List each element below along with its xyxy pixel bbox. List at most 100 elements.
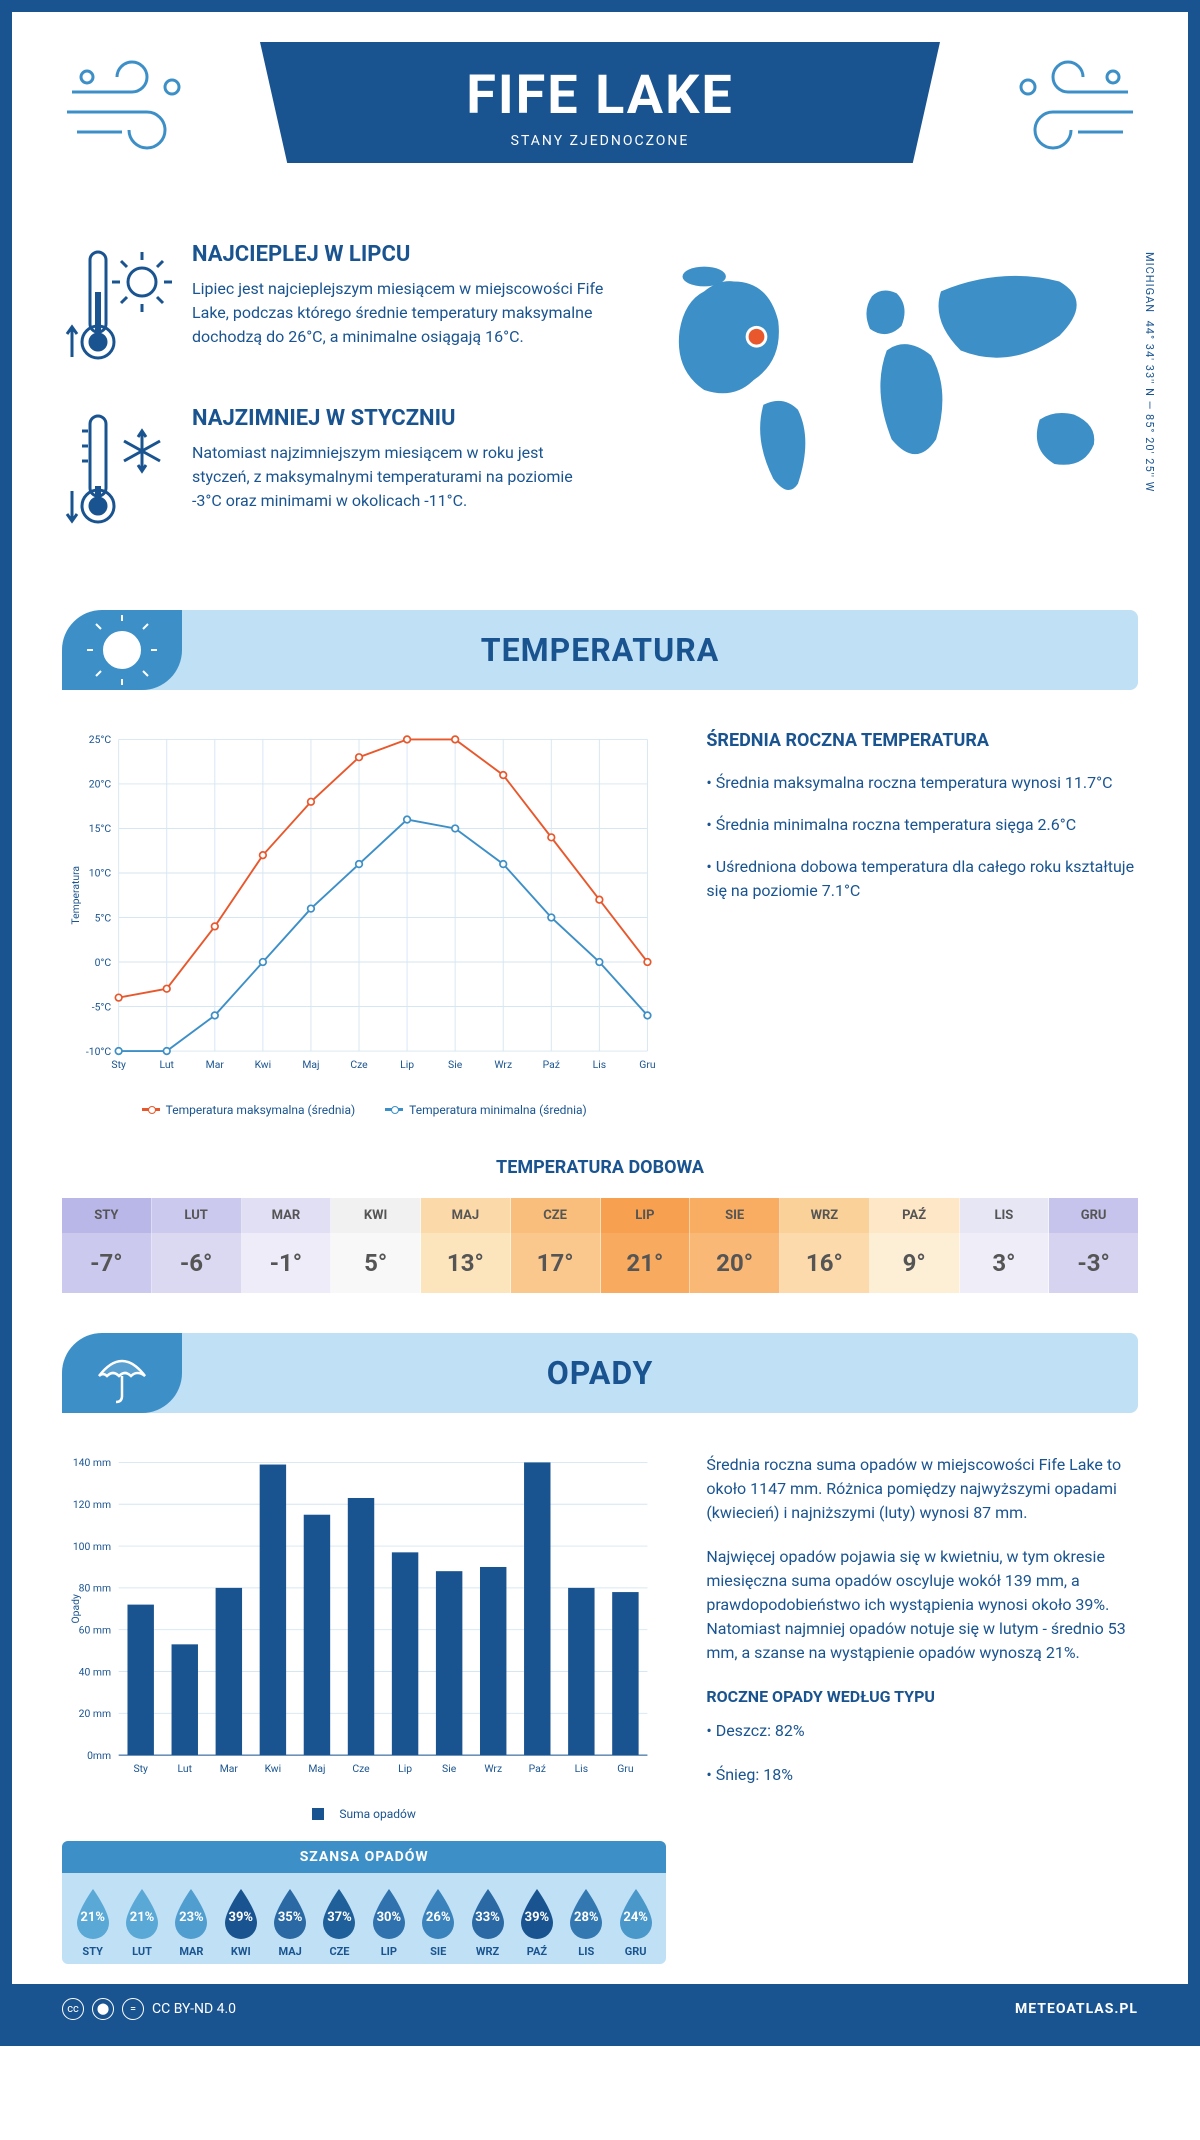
daily-head-cell: WRZ xyxy=(780,1198,870,1233)
license-block: cc ⬤ = CC BY-ND 4.0 xyxy=(62,1998,236,2020)
daily-value-cell: 21° xyxy=(601,1233,691,1293)
svg-text:20°C: 20°C xyxy=(89,778,112,791)
chance-cell: 33% WRZ xyxy=(463,1887,512,1958)
intro-section: NAJCIEPLEJ W LIPCU Lipiec jest najcieple… xyxy=(12,232,1188,610)
daily-value-cell: 3° xyxy=(960,1233,1050,1293)
daily-value-cell: -3° xyxy=(1049,1233,1138,1293)
temperature-chart: -10°C-5°C0°C5°C10°C15°C20°C25°CStyLutMar… xyxy=(62,730,666,1117)
chance-title: SZANSA OPADÓW xyxy=(62,1841,666,1873)
svg-text:Gru: Gru xyxy=(617,1762,634,1775)
svg-text:60 mm: 60 mm xyxy=(79,1623,111,1636)
daily-value-cell: 13° xyxy=(421,1233,511,1293)
chance-cell: 28% LIS xyxy=(562,1887,611,1958)
cc-icon: cc xyxy=(62,1998,84,2020)
daily-head-cell: CZE xyxy=(511,1198,601,1233)
svg-text:Lut: Lut xyxy=(178,1762,193,1775)
svg-text:40 mm: 40 mm xyxy=(79,1665,111,1678)
umbrella-icon xyxy=(62,1333,182,1413)
daily-temperature-table: TEMPERATURA DOBOWA STYLUTMARKWIMAJCZELIP… xyxy=(12,1157,1188,1333)
daily-value-cell: 5° xyxy=(331,1233,421,1293)
temperature-banner: TEMPERATURA xyxy=(62,610,1138,690)
fact-coldest: NAJZIMNIEJ W STYCZNIU Natomiast najzimni… xyxy=(62,406,605,540)
svg-text:Sie: Sie xyxy=(442,1762,457,1775)
svg-text:Gru: Gru xyxy=(639,1058,656,1071)
svg-text:Sie: Sie xyxy=(448,1058,463,1071)
svg-text:20 mm: 20 mm xyxy=(79,1707,111,1720)
svg-text:Paź: Paź xyxy=(543,1058,560,1071)
header: FIFE LAKE STANY ZJEDNOCZONE xyxy=(12,12,1188,232)
svg-text:15°C: 15°C xyxy=(89,822,112,835)
world-map-icon xyxy=(645,242,1138,518)
avg-temp-bullet: • Średnia maksymalna roczna temperatura … xyxy=(706,771,1138,795)
chance-cell: 21% LUT xyxy=(117,1887,166,1958)
location-title: FIFE LAKE xyxy=(260,64,940,127)
chance-cell: 23% MAR xyxy=(167,1887,216,1958)
daily-value-cell: -7° xyxy=(62,1233,152,1293)
license-text: CC BY-ND 4.0 xyxy=(152,2001,236,2017)
chance-cell: 37% CZE xyxy=(315,1887,364,1958)
svg-text:Cze: Cze xyxy=(352,1762,370,1775)
svg-text:Wrz: Wrz xyxy=(484,1762,502,1775)
svg-text:-10°C: -10°C xyxy=(86,1045,111,1058)
temperature-legend: Temperatura maksymalna (średnia) Tempera… xyxy=(62,1103,666,1117)
site-name: METEOATLAS.PL xyxy=(1015,2001,1138,2017)
precipitation-chance-table: SZANSA OPADÓW 21% STY 21% LUT 23% MAR 39… xyxy=(62,1841,666,1964)
thermometer-sun-icon xyxy=(62,242,172,376)
svg-text:Paź: Paź xyxy=(529,1762,546,1775)
chance-cell: 21% STY xyxy=(68,1887,117,1958)
chance-cell: 39% PAŹ xyxy=(512,1887,561,1958)
by-icon: ⬤ xyxy=(92,1998,114,2020)
daily-head-cell: MAR xyxy=(242,1198,332,1233)
daily-head-cell: GRU xyxy=(1049,1198,1138,1233)
precipitation-banner: OPADY xyxy=(62,1333,1138,1413)
location-subtitle: STANY ZJEDNOCZONE xyxy=(260,133,940,149)
svg-text:100 mm: 100 mm xyxy=(73,1540,111,1553)
daily-head-cell: STY xyxy=(62,1198,152,1233)
chance-cell: 35% MAJ xyxy=(265,1887,314,1958)
fact-cold-title: NAJZIMNIEJ W STYCZNIU xyxy=(192,406,605,431)
svg-text:Temperatura: Temperatura xyxy=(69,866,82,925)
chance-cell: 26% SIE xyxy=(414,1887,463,1958)
avg-temp-bullet: • Średnia minimalna roczna temperatura s… xyxy=(706,813,1138,837)
fact-hottest: NAJCIEPLEJ W LIPCU Lipiec jest najcieple… xyxy=(62,242,605,376)
svg-text:140 mm: 140 mm xyxy=(73,1456,111,1469)
svg-text:Lip: Lip xyxy=(398,1762,412,1775)
fact-hot-text: Lipiec jest najcieplejszym miesiącem w m… xyxy=(192,277,605,349)
precip-type-title: ROCZNE OPADY WEDŁUG TYPU xyxy=(706,1685,1138,1709)
svg-text:0°C: 0°C xyxy=(95,956,112,969)
svg-text:Kwi: Kwi xyxy=(255,1058,272,1071)
svg-text:Maj: Maj xyxy=(308,1762,325,1775)
svg-text:Lut: Lut xyxy=(159,1058,174,1071)
precipitation-section: 0mm 20 mm 40 mm 60 mm 80 mm 100 mm 120 mm 140 m… xyxy=(12,1413,1188,1984)
coordinates-label: MICHIGAN 44° 34' 33'' N — 85° 20' 25'' W xyxy=(1143,252,1156,492)
daily-value-cell: -1° xyxy=(242,1233,332,1293)
daily-value-cell: 9° xyxy=(870,1233,960,1293)
precip-text: Najwięcej opadów pojawia się w kwietniu,… xyxy=(706,1545,1138,1665)
precip-text: Średnia roczna suma opadów w miejscowośc… xyxy=(706,1453,1138,1525)
svg-text:Wrz: Wrz xyxy=(494,1058,512,1071)
chance-cell: 24% GRU xyxy=(611,1887,660,1958)
temperature-summary: ŚREDNIA ROCZNA TEMPERATURA • Średnia mak… xyxy=(706,730,1138,1117)
svg-text:120 mm: 120 mm xyxy=(73,1498,111,1511)
temperature-heading: TEMPERATURA xyxy=(481,631,719,669)
page: FIFE LAKE STANY ZJEDNOCZONE NAJCIEPLEJ W… xyxy=(0,0,1200,2046)
title-banner: FIFE LAKE STANY ZJEDNOCZONE xyxy=(260,42,940,163)
footer: cc ⬤ = CC BY-ND 4.0 METEOATLAS.PL xyxy=(12,1984,1188,2034)
fact-cold-text: Natomiast najzimniejszym miesiącem w rok… xyxy=(192,441,605,513)
svg-text:0mm: 0mm xyxy=(87,1749,111,1762)
daily-value-cell: 17° xyxy=(511,1233,601,1293)
map-column: MICHIGAN 44° 34' 33'' N — 85° 20' 25'' W xyxy=(645,242,1138,570)
wind-icon-left xyxy=(62,52,202,166)
daily-head-cell: LUT xyxy=(152,1198,242,1233)
svg-text:Maj: Maj xyxy=(302,1058,319,1071)
daily-value-cell: -6° xyxy=(152,1233,242,1293)
precipitation-legend: Suma opadów xyxy=(62,1807,666,1821)
svg-text:Lip: Lip xyxy=(400,1058,414,1071)
svg-text:Mar: Mar xyxy=(206,1058,225,1071)
daily-head-cell: LIP xyxy=(601,1198,691,1233)
svg-text:25°C: 25°C xyxy=(89,733,112,746)
svg-text:10°C: 10°C xyxy=(89,867,112,880)
daily-head-cell: LIS xyxy=(960,1198,1050,1233)
svg-text:80 mm: 80 mm xyxy=(79,1581,111,1594)
precipitation-summary: Średnia roczna suma opadów w miejscowośc… xyxy=(706,1453,1138,1964)
